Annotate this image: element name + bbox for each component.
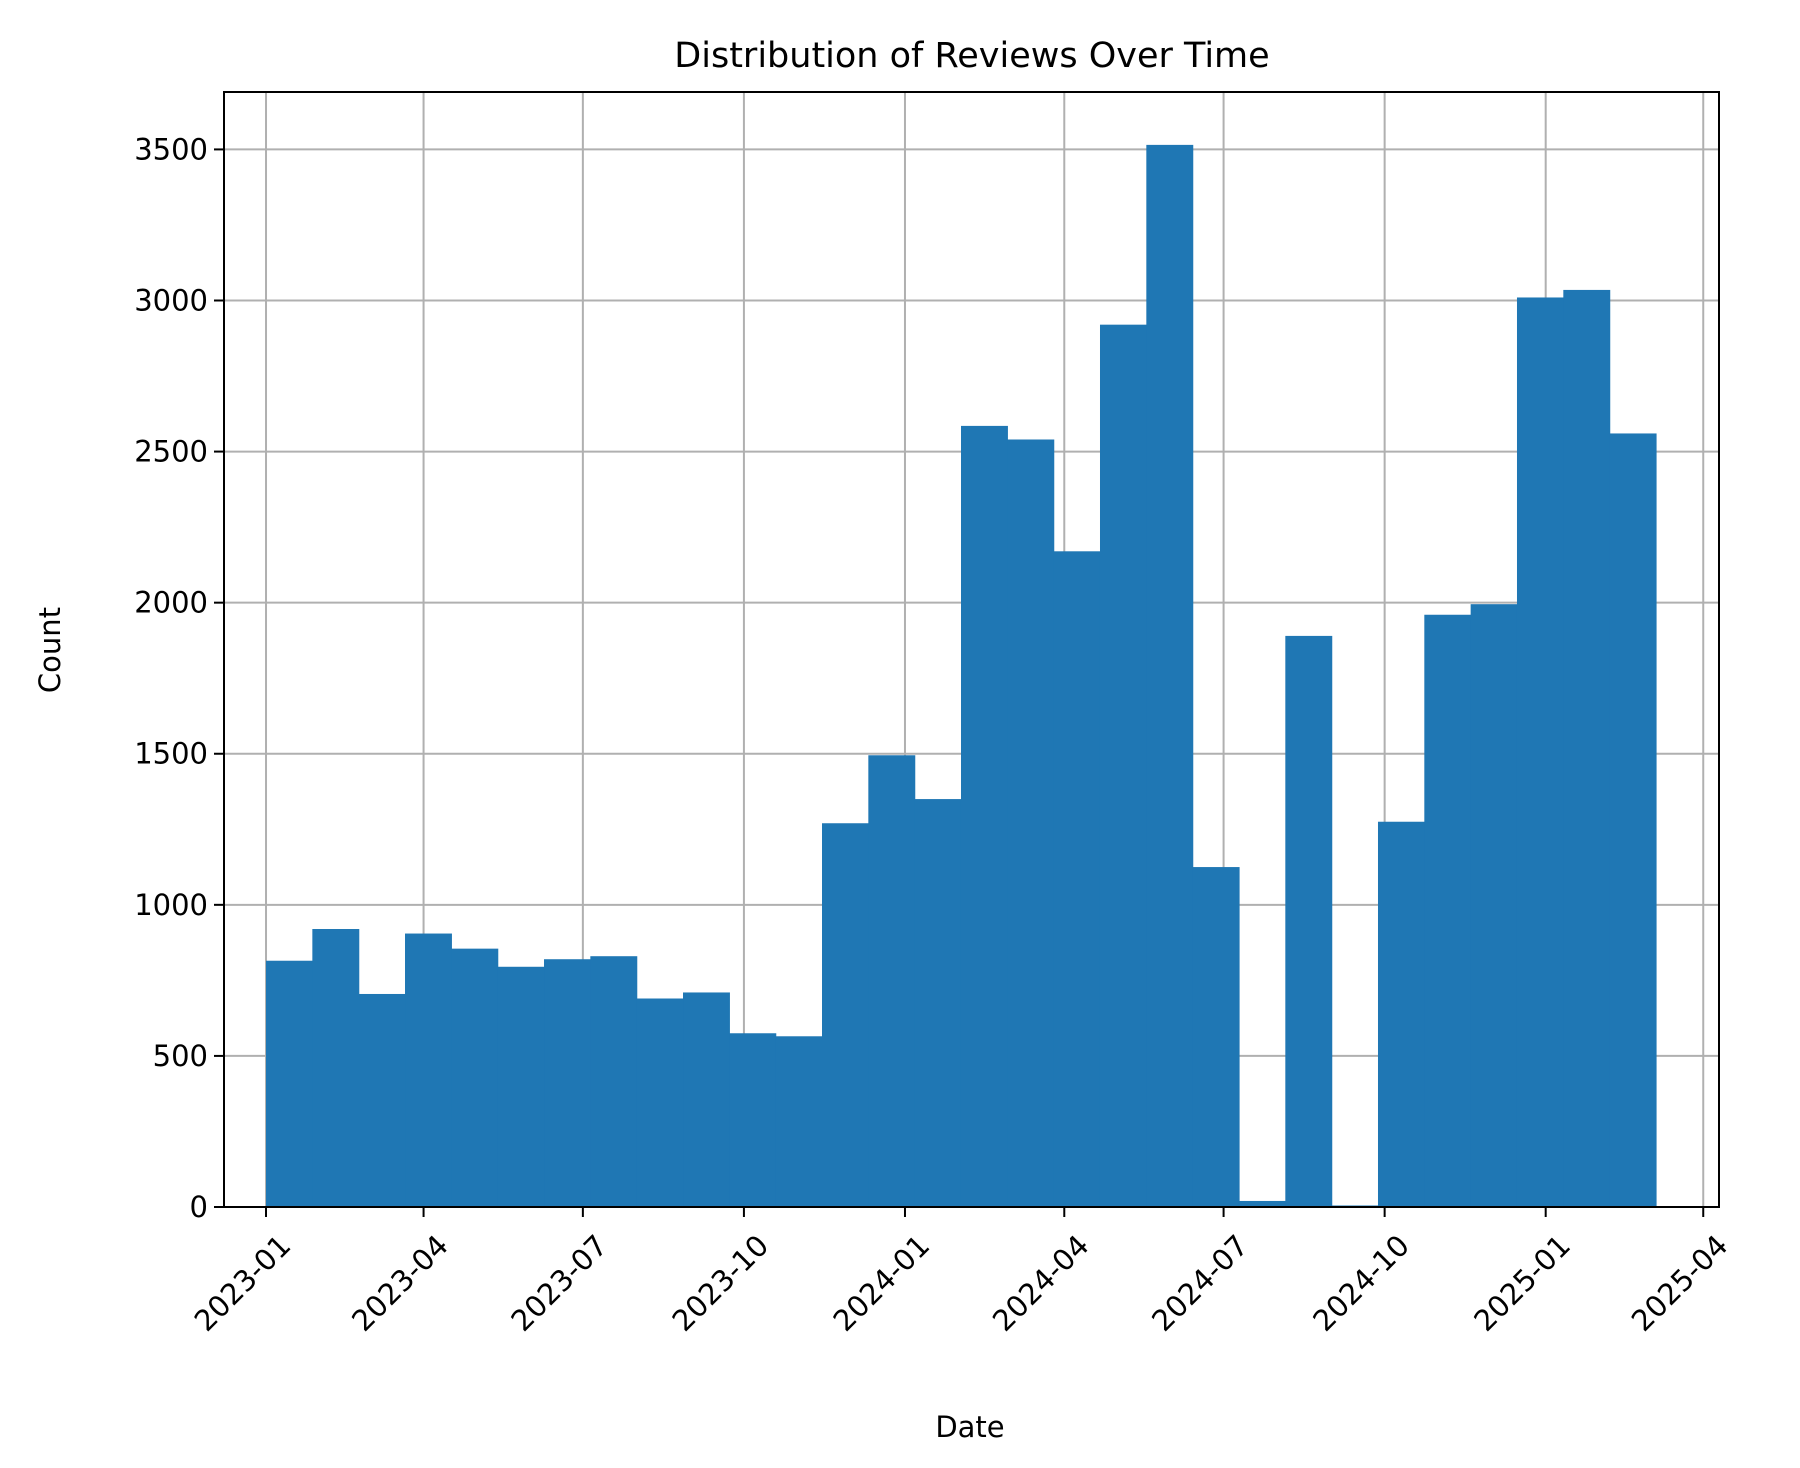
x-tick-label: 2023-10 [666, 1228, 776, 1338]
x-tick-label: 2024-04 [986, 1228, 1096, 1338]
histogram-bar [683, 992, 730, 1207]
histogram-bar [590, 956, 638, 1207]
histogram-bar [1424, 614, 1472, 1207]
x-tick-label: 2024-01 [827, 1228, 937, 1338]
x-axis: 2023-01 2023-04 2023-07 2023-10 2024-01 2024-… [188, 1207, 1735, 1338]
y-tick-label: 2000 [134, 586, 208, 620]
x-tick-label: 2024-07 [1145, 1228, 1255, 1338]
histogram-bar [266, 960, 313, 1207]
histogram-bar [960, 425, 1008, 1208]
x-tick-label: 2023-01 [188, 1228, 298, 1338]
histogram-bar [1238, 1200, 1286, 1207]
histogram-bar [497, 966, 545, 1207]
y-tick-label: 1500 [134, 737, 208, 771]
histogram-bar [775, 1036, 823, 1207]
histogram-bar [868, 755, 916, 1207]
y-axis: 0 500 1000 1500 2000 2500 3000 3500 [134, 132, 224, 1224]
histogram-bar [1146, 144, 1194, 1208]
x-tick-label: 2023-04 [345, 1228, 455, 1338]
x-axis-label: Date [935, 1410, 1004, 1444]
histogram-bar [822, 823, 869, 1207]
x-tick-label: 2024-10 [1306, 1228, 1416, 1338]
y-tick-label: 0 [190, 1190, 208, 1224]
y-axis-label: Count [33, 607, 67, 693]
histogram-bar [1053, 551, 1101, 1207]
histogram-bar [914, 799, 962, 1207]
histogram-bar [636, 998, 684, 1207]
histogram-bar [1377, 821, 1425, 1207]
histogram-bar [1516, 297, 1564, 1207]
y-tick-label: 500 [153, 1039, 208, 1073]
plot-frame [223, 91, 1720, 1208]
histogram-bar [1470, 604, 1518, 1207]
x-tick-label: 2025-01 [1467, 1228, 1577, 1338]
histogram-bar [405, 933, 452, 1207]
y-tick-label: 1000 [134, 888, 208, 922]
histogram-bar [358, 993, 406, 1207]
histogram-bar [1099, 324, 1147, 1207]
y-tick-label: 2500 [134, 435, 208, 469]
histogram-bar [1609, 433, 1657, 1208]
histogram-bar [729, 1033, 777, 1207]
histogram-bar [1192, 867, 1240, 1207]
histogram-bar [1007, 439, 1055, 1207]
y-tick-label: 3500 [134, 132, 208, 166]
histogram-bar [1285, 635, 1333, 1207]
histogram-bar [312, 929, 360, 1207]
bars [266, 144, 1657, 1208]
histogram-bar [544, 959, 591, 1207]
histogram-bar [1563, 289, 1611, 1207]
chart-title: Distribution of Reviews Over Time [674, 36, 1269, 76]
y-tick-label: 3000 [134, 283, 208, 317]
histogram-bar [451, 948, 499, 1207]
x-tick-label: 2023-07 [504, 1228, 614, 1338]
x-tick-label: 2025-04 [1625, 1228, 1735, 1338]
